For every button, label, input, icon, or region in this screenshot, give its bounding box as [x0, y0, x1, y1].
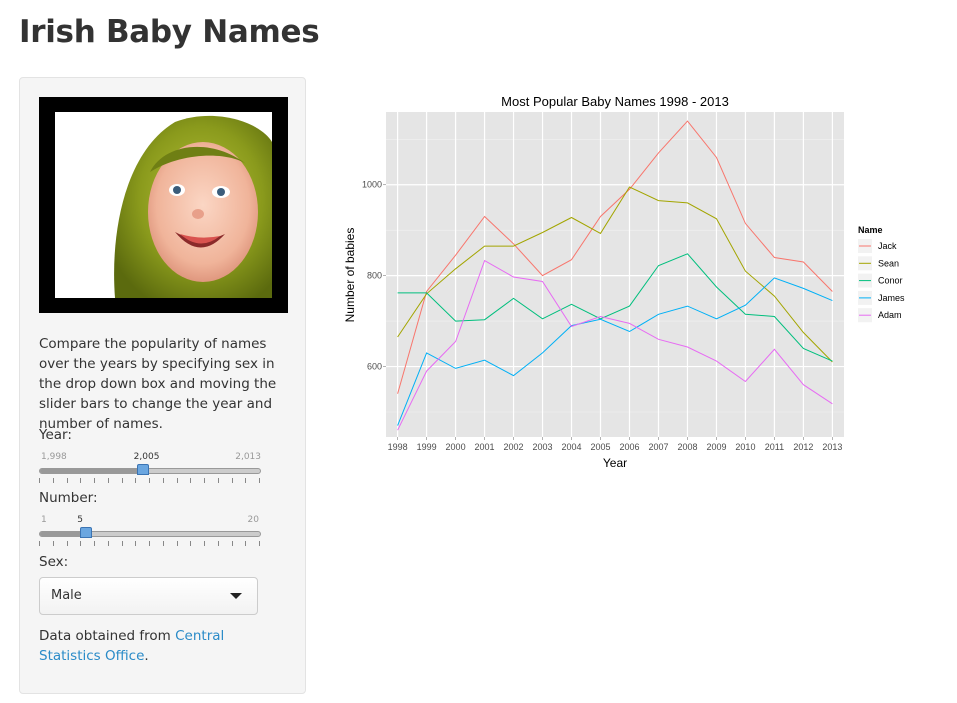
- year-slider[interactable]: 1,998 2,005 2,013: [39, 452, 261, 496]
- x-tick-label: 1999: [417, 442, 437, 452]
- number-max-label: 20: [247, 515, 259, 525]
- page-title: Irish Baby Names: [19, 14, 320, 50]
- series-line-jack: [397, 120, 833, 394]
- legend-label-adam: Adam: [878, 310, 902, 320]
- source-note: Data obtained from Central Statistics Of…: [39, 628, 225, 664]
- x-tick-label: 2011: [765, 442, 784, 452]
- x-tick-label: 2000: [446, 442, 466, 452]
- legend-label-jack: Jack: [878, 241, 897, 251]
- year-slider-handle[interactable]: [136, 464, 149, 475]
- x-tick-label: 2005: [590, 442, 610, 452]
- sidebar-panel: Compare the popularity of names over the…: [19, 77, 306, 694]
- sex-selected-value: Male: [51, 588, 82, 603]
- description-text: Compare the popularity of names over the…: [39, 336, 277, 432]
- legend-label-james: James: [878, 293, 905, 303]
- baby-names-chart: Most Popular Baby Names 1998 - 2013 1998…: [330, 85, 930, 485]
- y-axis-label: Number of babies: [343, 228, 357, 323]
- baby-photo: [39, 97, 288, 313]
- number-slider-ticks: [39, 541, 261, 547]
- legend-label-sean: Sean: [878, 258, 899, 268]
- year-slider-ticks: [39, 478, 261, 484]
- x-tick-label: 2001: [475, 442, 495, 452]
- x-axis-label: Year: [603, 456, 627, 470]
- number-slider-handle[interactable]: [80, 527, 93, 538]
- chart-title: Most Popular Baby Names 1998 - 2013: [501, 94, 729, 109]
- year-label: Year:: [39, 427, 72, 443]
- number-label: Number:: [39, 490, 98, 506]
- series-line-adam: [397, 259, 833, 431]
- chart-legend: Name Jack Sean Conor James Adam: [858, 225, 905, 323]
- sex-select[interactable]: Male: [39, 577, 258, 615]
- x-tick-label: 2013: [822, 442, 842, 452]
- x-tick-label: 2007: [648, 442, 668, 452]
- x-tick-label: 2009: [706, 442, 726, 452]
- year-value-label: 2,005: [133, 452, 160, 462]
- year-max-label: 2,013: [235, 452, 261, 462]
- sex-label: Sex:: [39, 554, 69, 570]
- series-line-conor: [397, 253, 833, 362]
- number-value-label: 5: [77, 515, 84, 525]
- y-tick-label: 1000: [362, 180, 382, 190]
- series-line-james: [397, 277, 833, 426]
- number-slider[interactable]: 1 5 20: [39, 515, 261, 559]
- x-tick-label: 2008: [677, 442, 697, 452]
- year-min-label: 1,998: [41, 452, 67, 462]
- year-slider-track[interactable]: [39, 468, 261, 474]
- legend-title: Name: [858, 225, 883, 235]
- number-slider-track[interactable]: [39, 531, 261, 537]
- number-min-label: 1: [41, 515, 47, 525]
- y-tick-label: 800: [367, 271, 382, 281]
- y-tick-label: 600: [367, 362, 382, 372]
- central-statistics-office-link[interactable]: Central Statistics Office: [39, 628, 225, 664]
- chevron-down-icon[interactable]: [230, 593, 242, 599]
- series-line-sean: [397, 186, 833, 363]
- x-tick-label: 2012: [793, 442, 813, 452]
- legend-label-conor: Conor: [878, 276, 903, 286]
- plot-panel: [386, 112, 844, 437]
- x-tick-label: 1998: [388, 442, 408, 452]
- x-tick-label: 2004: [562, 442, 582, 452]
- x-tick-label: 2002: [504, 442, 524, 452]
- x-tick-label: 2006: [619, 442, 639, 452]
- x-tick-label: 2003: [533, 442, 553, 452]
- x-tick-label: 2010: [735, 442, 755, 452]
